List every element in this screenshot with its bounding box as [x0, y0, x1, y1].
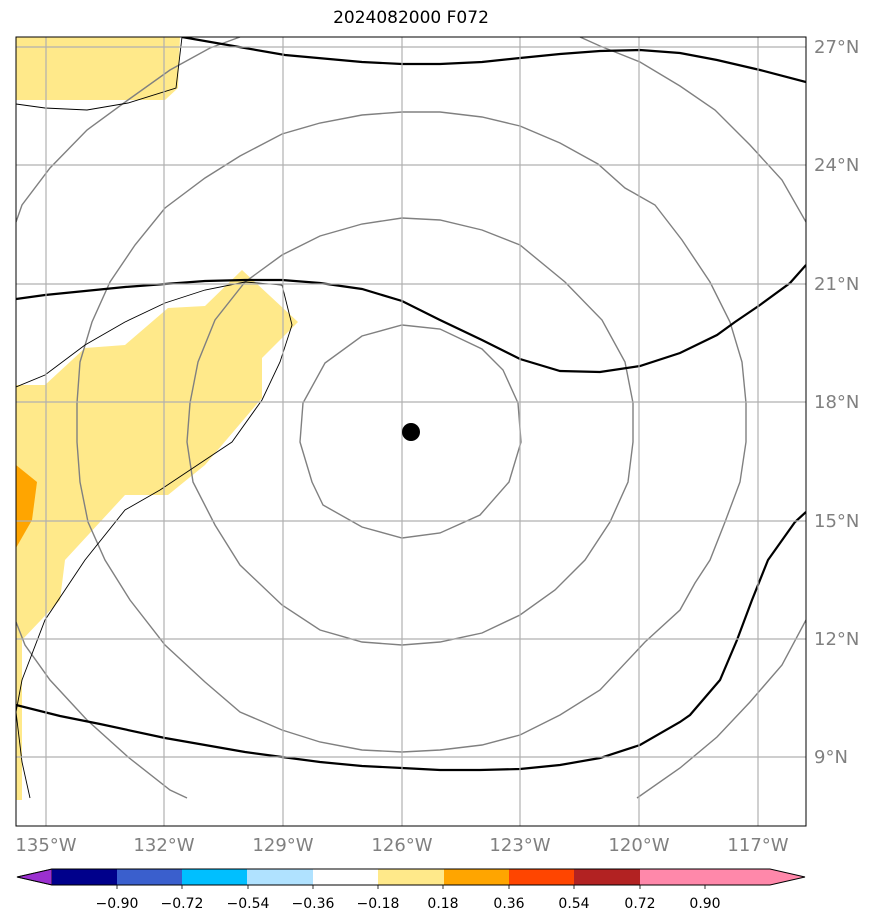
colorbar-tick-label: −0.90 [96, 896, 139, 912]
shaded-field [16, 37, 298, 800]
thin-boundary-line [16, 37, 293, 799]
colorbar-tick-label: 0.18 [427, 896, 458, 912]
colorbar-segment [444, 869, 510, 885]
colorbar-segment [182, 869, 248, 885]
lat-label: 27°N [814, 37, 859, 58]
lat-labels: 27°N 24°N 21°N 18°N 15°N 12°N 9°N [814, 37, 859, 768]
map-title: 2024082000 F072 [333, 8, 489, 28]
lon-label: 132°W [133, 835, 194, 856]
colorbar-tick-label: 0.54 [558, 896, 589, 912]
map-plot-area [16, 37, 806, 826]
lon-label: 135°W [15, 835, 76, 856]
lon-label: 129°W [252, 835, 313, 856]
lon-label: 120°W [608, 835, 669, 856]
map-frame [15, 36, 807, 827]
colorbar-tick-label: 0.90 [689, 896, 720, 912]
colorbar-segment [117, 869, 183, 885]
lon-label: 123°W [489, 835, 550, 856]
colorbar-tick-label: −0.72 [161, 896, 204, 912]
lon-label: 126°W [371, 835, 432, 856]
colorbar-tick-label: −0.54 [227, 896, 270, 912]
colorbar-tick-label: −0.18 [357, 896, 400, 912]
lat-label: 15°N [814, 511, 859, 532]
graticule [16, 37, 806, 826]
lat-label: 24°N [814, 155, 859, 176]
colorbar-segment [378, 869, 444, 885]
colorbar-tick-label: −0.36 [292, 896, 335, 912]
colorbar-segment [640, 869, 706, 885]
lat-label: 12°N [814, 629, 859, 650]
lon-labels: 135°W 132°W 129°W 126°W 123°W 120°W 117°… [15, 835, 788, 856]
storm-center-marker [402, 423, 420, 441]
colorbar-segment [574, 869, 640, 885]
colorbar-segment [313, 869, 379, 885]
colorbar: −0.90 −0.72 −0.54 −0.36 −0.18 0.18 0.36 … [16, 868, 806, 912]
colorbar-extend-high [705, 869, 805, 885]
colorbar-tick-labels: −0.90 −0.72 −0.54 −0.36 −0.18 0.18 0.36 … [96, 896, 721, 912]
colorbar-segment [509, 869, 575, 885]
colorbar-tick-label: 0.72 [624, 896, 655, 912]
colorbar-extend-low [16, 868, 53, 886]
lat-label: 9°N [814, 747, 848, 768]
lon-label: 117°W [727, 835, 788, 856]
lat-label: 18°N [814, 392, 859, 413]
lat-label: 21°N [814, 274, 859, 295]
colorbar-tick-label: 0.36 [493, 896, 524, 912]
gray-contours [16, 37, 806, 799]
colorbar-segment [52, 869, 118, 885]
colorbar-segment [247, 869, 313, 885]
